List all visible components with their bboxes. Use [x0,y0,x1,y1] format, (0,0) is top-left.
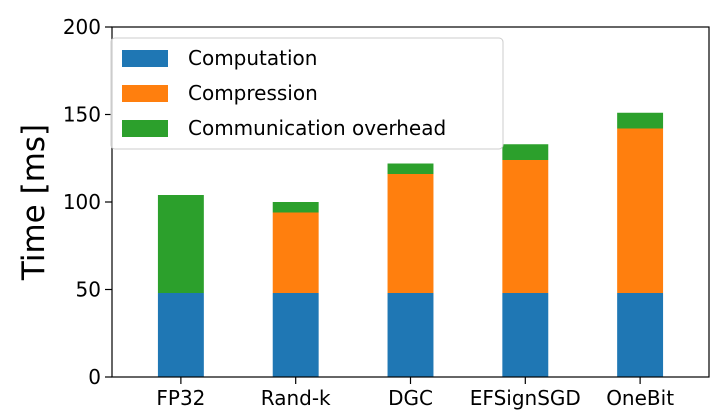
x-ticks: FP32 Rand-k DGC EFSignSGD OneBit [156,377,674,410]
bar-rand-k-series-2 [272,202,319,213]
y-tick-label: 100 [63,190,101,214]
bar-efsignsgd-series-2 [502,144,549,160]
legend-swatch [122,85,168,102]
x-tick-label: Rand-k [261,386,331,410]
bar-efsignsgd-series-1 [502,160,549,293]
x-tick-label: FP32 [156,386,205,410]
bar-dgc-series-1 [387,174,434,293]
bar-rand-k-series-0 [272,293,319,377]
bar-fp32-series-2 [157,195,204,293]
y-tick-label: 50 [76,278,101,302]
y-ticks: 0 50 100 150 200 [63,15,112,389]
bar-onebit-series-1 [617,128,664,293]
x-tick-label: OneBit [606,386,674,410]
bar-fp32-series-0 [157,293,204,377]
y-tick-label: 0 [88,365,101,389]
y-tick-label: 200 [63,15,101,39]
bar-onebit-series-2 [617,112,664,129]
legend: Computation Compression Communication over… [110,37,504,150]
x-tick-label: DGC [388,386,433,410]
bar-dgc-series-2 [387,163,434,174]
legend-label: Computation [188,46,317,70]
y-axis-label: Time [ms] [16,124,52,281]
bar-efsignsgd-series-0 [502,293,549,377]
bar-onebit-series-0 [617,293,664,377]
legend-box [110,37,504,150]
x-tick-label: EFSignSGD [470,386,581,410]
y-tick-label: 150 [63,103,101,127]
bars-layer [157,112,664,377]
legend-label: Communication overhead [188,116,446,140]
legend-label: Compression [188,81,318,105]
bar-dgc-series-0 [387,293,434,377]
legend-swatch [122,50,168,67]
legend-swatch [122,120,168,137]
bar-rand-k-series-1 [272,212,319,293]
